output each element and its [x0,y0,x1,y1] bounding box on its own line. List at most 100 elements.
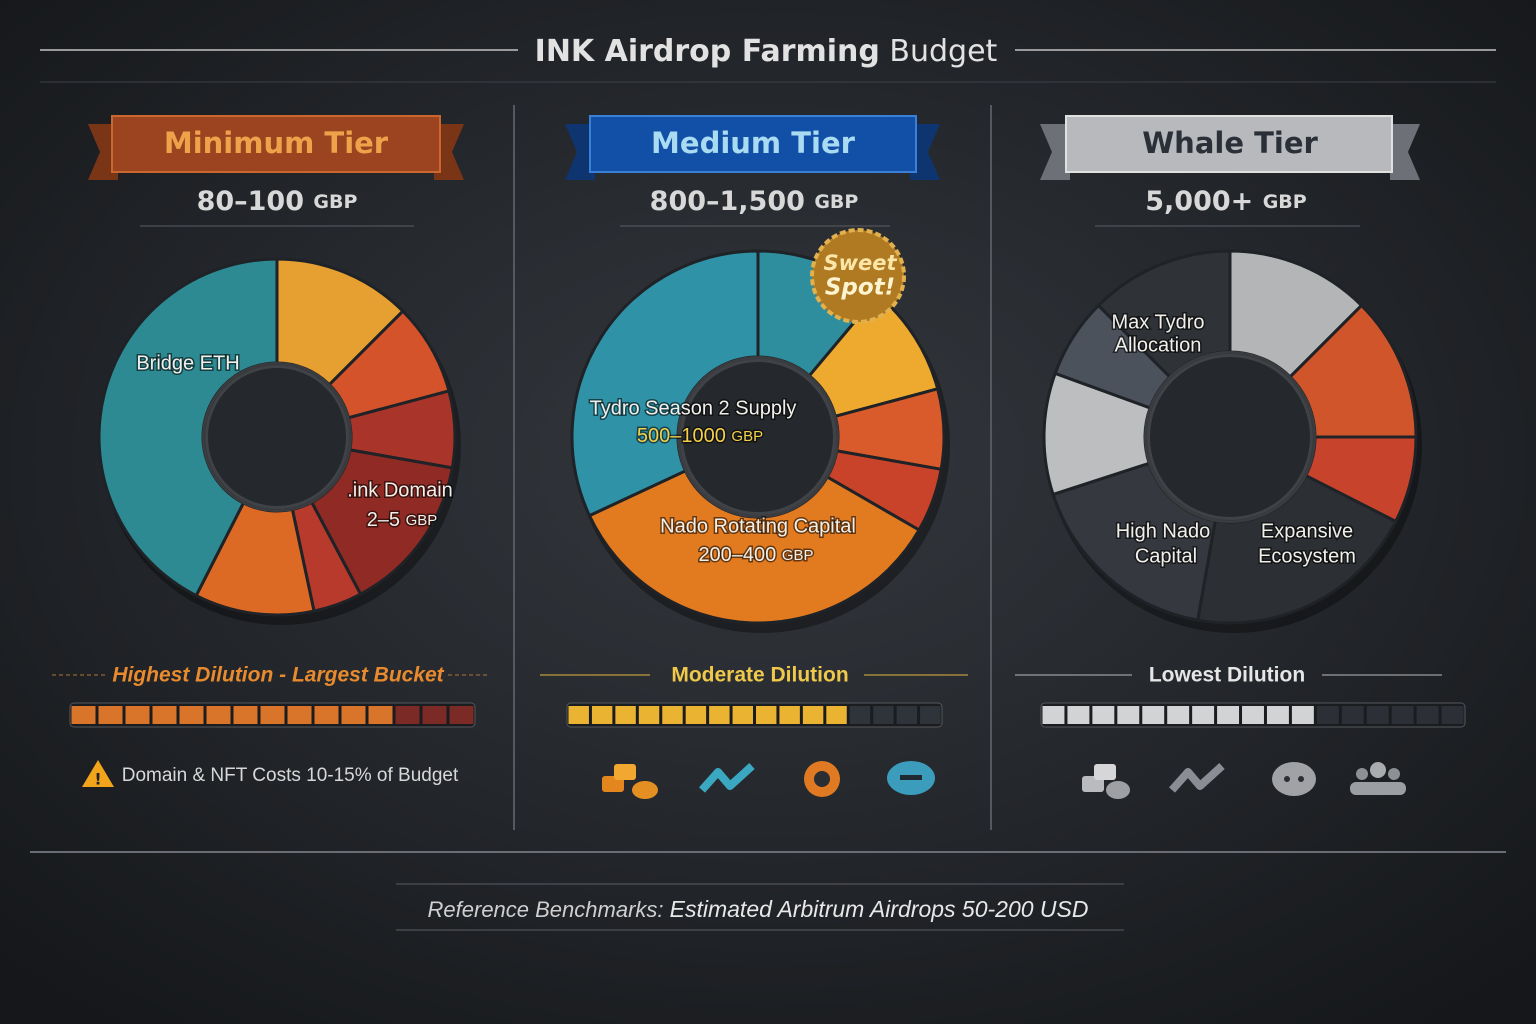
segment-label: Capital [1135,545,1197,567]
bar-cell [638,706,660,724]
bar-cell [260,706,285,724]
icon [614,764,636,780]
bar-cell [1092,706,1115,724]
badge [810,228,906,324]
unit: GBP [406,512,438,529]
bar-cell [920,706,941,724]
segment-amount: 2–5 GBP [367,509,438,531]
bar-cell [1266,706,1289,724]
ribbon-tail [434,124,464,180]
title: INK Airdrop Farming Budget [535,34,998,69]
segment-label: High Nado [1116,520,1211,542]
ribbon-tail [565,124,595,180]
icon [814,771,830,787]
ribbon [1065,115,1393,173]
bar-cell [568,706,589,724]
title-main: INK Airdrop Farming [535,34,880,69]
ribbon-tail [910,124,940,180]
tier-name: Minimum Tier [164,126,389,160]
bar-cell [802,706,824,724]
bar-cell [1441,706,1464,724]
price: 80–100 GBP [197,186,358,217]
bar-cell [756,706,777,724]
segment-label: Max Tydro [1112,311,1205,333]
donut-segment [1195,473,1398,625]
donut-segment [1096,249,1232,380]
segment-label: Tydro Season 2 Supply [590,397,797,419]
segment-label: Ecosystem [1258,545,1356,567]
price: 5,000+ GBP [1145,186,1307,217]
bar-cell [179,706,204,724]
price-unit: GBP [814,191,858,213]
ribbon [589,115,917,173]
donut-hole [1144,351,1316,523]
footer-text: Estimated Arbitrum Airdrops 50-200 USD [670,896,1089,922]
amount: 500–1000 [637,425,726,447]
bar-cell [1341,706,1364,724]
donut-segment [1051,461,1217,622]
donut-segment [570,249,760,518]
bar-cell [779,706,800,724]
donuts [97,249,1422,633]
ribbon-tail [88,124,118,180]
segment-label: Allocation [1115,334,1202,356]
bar-cell [368,706,393,724]
icon [900,775,922,780]
footer-prefix: Reference Benchmarks: [428,897,664,922]
bar-cell [1416,706,1439,724]
segment-label: .ink Domain [347,479,453,501]
warning-mark: ! [94,770,101,789]
bar-cell [685,706,707,724]
bar-cell [1316,706,1339,724]
price: 800–1,500 GBP [650,186,859,217]
badge-text: Sweet [823,251,897,275]
bar-cell [98,706,123,724]
segment-label: Bridge ETH [136,352,239,374]
bar-cell [615,706,636,724]
icon [1284,776,1290,782]
unit: GBP [731,428,763,445]
tier-name: Whale Tier [1142,126,1318,160]
unit: GBP [782,547,814,564]
donut-segment [587,468,922,625]
bar-cell [662,706,683,724]
bar-cell [1042,706,1065,724]
icon [1298,776,1304,782]
badge-text: Spot! [825,275,895,301]
icon [1388,768,1400,780]
icons [1082,762,1406,799]
ribbon [111,115,441,173]
bar-cell [233,706,258,724]
footer: Reference Benchmarks: Estimated Arbitrum… [428,896,1089,922]
segment-label: Nado Rotating Capital [660,515,856,537]
bar-cell [1067,706,1090,724]
dilution-label: Lowest Dilution [1149,664,1305,687]
price-amount: 80–100 [197,186,304,217]
ribbon-tail [1390,124,1420,180]
icon [1106,781,1130,799]
tier-name: Medium Tier [651,126,856,160]
bar-cell [1391,706,1414,724]
bar-cell [314,706,339,724]
bar-cell [709,706,730,724]
bar-cell [152,706,177,724]
price-amount: 5,000+ [1145,186,1253,217]
icon [1370,762,1386,778]
bar-cell [71,706,96,724]
amount: 2–5 [367,509,400,531]
bar-cell [287,706,312,724]
bar-cell [1192,706,1215,724]
bar-cell [395,706,420,724]
bar-cell [1142,706,1165,724]
segment-amount: 500–1000 GBP [637,425,763,447]
bar-cell [449,706,474,724]
icon [1356,768,1368,780]
bar-cell [422,706,447,724]
amount: 200–400 [698,544,776,566]
icon [1272,762,1316,796]
bar-cell [1117,706,1140,724]
donut-segment [309,448,455,597]
bar-cell [1291,706,1314,724]
